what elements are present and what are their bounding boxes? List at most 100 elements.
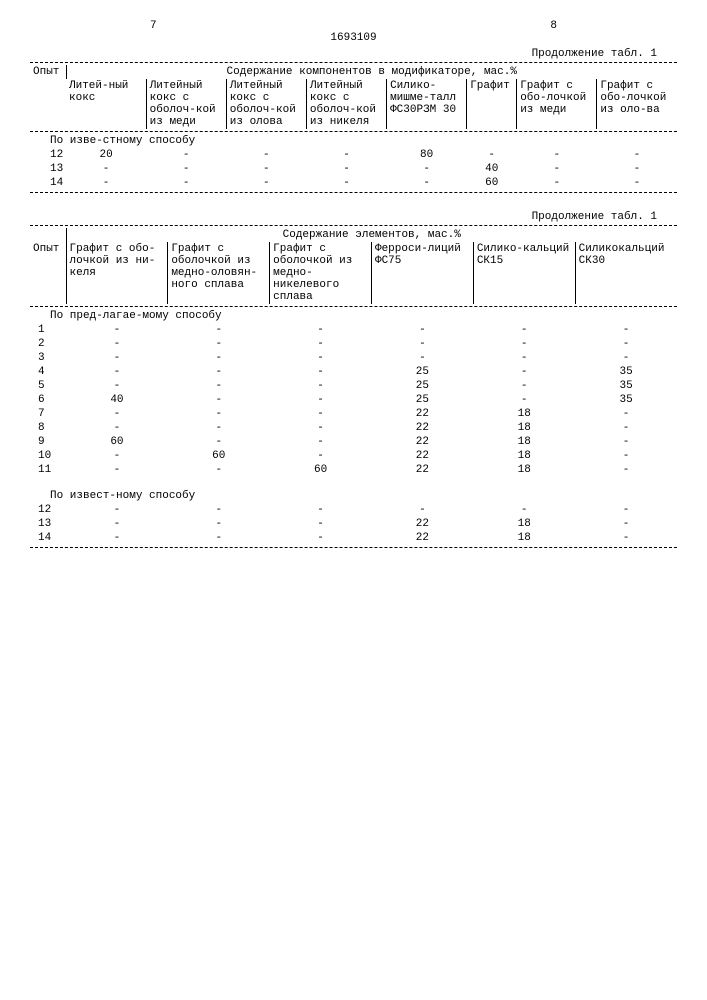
cell: - xyxy=(597,176,677,190)
table-row: 960--2218- xyxy=(30,435,677,449)
cell: - xyxy=(226,148,306,162)
cell: - xyxy=(473,365,575,379)
cell: - xyxy=(517,176,597,190)
cell: 13 xyxy=(30,517,66,531)
divider xyxy=(30,225,677,226)
cell: - xyxy=(270,435,372,449)
cell: - xyxy=(66,449,168,463)
cell: - xyxy=(517,148,597,162)
col-header: Силико-кальций СК15 xyxy=(473,242,575,304)
col-header: Литей-ный кокс xyxy=(66,79,146,129)
table-row: 640--25-35 xyxy=(30,393,677,407)
cell: - xyxy=(371,337,473,351)
cell: 18 xyxy=(473,421,575,435)
cell: 18 xyxy=(473,449,575,463)
cell: - xyxy=(66,162,146,176)
cell: - xyxy=(168,531,270,545)
cell: - xyxy=(66,323,168,337)
cell: - xyxy=(66,407,168,421)
cell: 35 xyxy=(575,393,677,407)
cell: 25 xyxy=(371,379,473,393)
cell: - xyxy=(168,407,270,421)
cell: - xyxy=(270,393,372,407)
cell: - xyxy=(270,531,372,545)
cell: - xyxy=(306,148,386,162)
cell: - xyxy=(473,379,575,393)
cell: - xyxy=(66,463,168,477)
table-row: 7---2218- xyxy=(30,407,677,421)
table-row: 4---25-35 xyxy=(30,365,677,379)
page-right: 8 xyxy=(550,20,557,32)
cell: 6 xyxy=(30,393,66,407)
table2-caption: Продолжение табл. 1 xyxy=(30,211,657,223)
cell: - xyxy=(146,162,226,176)
cell: - xyxy=(270,517,372,531)
cell: 8 xyxy=(30,421,66,435)
page-left: 7 xyxy=(150,20,157,32)
cell: 2 xyxy=(30,337,66,351)
page-numbers: 7 8 xyxy=(30,20,677,32)
cell: 22 xyxy=(371,421,473,435)
cell: - xyxy=(270,323,372,337)
divider xyxy=(30,547,677,548)
cell: - xyxy=(66,517,168,531)
cell: - xyxy=(467,148,517,162)
cell: - xyxy=(168,365,270,379)
cell: 12 xyxy=(30,503,66,517)
table-row: 8---2218- xyxy=(30,421,677,435)
cell: 14 xyxy=(30,531,66,545)
cell: - xyxy=(168,393,270,407)
cell: 22 xyxy=(371,517,473,531)
blank-cell xyxy=(30,228,66,242)
cell: 14 xyxy=(30,176,66,190)
cell: - xyxy=(66,421,168,435)
col-header: Графит с обо-лочкой из ни-келя xyxy=(66,242,168,304)
cell: 22 xyxy=(371,407,473,421)
col-experiment: Опыт xyxy=(30,65,66,129)
cell: - xyxy=(517,162,597,176)
cell: - xyxy=(575,503,677,517)
divider xyxy=(30,62,677,63)
cell: - xyxy=(66,351,168,365)
cell: - xyxy=(575,351,677,365)
cell: 18 xyxy=(473,407,575,421)
cell: - xyxy=(473,503,575,517)
cell: 60 xyxy=(270,463,372,477)
cell: 1 xyxy=(30,323,66,337)
table1-body: По изве-стному способу 1220---80---13---… xyxy=(30,134,677,190)
cell: - xyxy=(575,421,677,435)
table1-span-header: Содержание компонентов в модификаторе, м… xyxy=(66,65,677,79)
table-row: 11--602218- xyxy=(30,463,677,477)
cell: - xyxy=(371,323,473,337)
cell: - xyxy=(473,323,575,337)
divider xyxy=(30,131,677,132)
cell: - xyxy=(575,531,677,545)
cell: 25 xyxy=(371,365,473,379)
cell: - xyxy=(473,351,575,365)
cell: - xyxy=(270,421,372,435)
cell: - xyxy=(226,162,306,176)
document-number: 1693109 xyxy=(30,32,677,44)
cell: - xyxy=(270,365,372,379)
section-label: По изве-стному способу xyxy=(30,134,677,148)
cell: 12 xyxy=(30,148,66,162)
cell: 18 xyxy=(473,517,575,531)
cell: - xyxy=(575,323,677,337)
table-row: 1------ xyxy=(30,323,677,337)
cell: - xyxy=(575,463,677,477)
table2: Содержание элементов, мас.% Опыт Графит … xyxy=(30,228,677,304)
cell: - xyxy=(597,162,677,176)
cell: 4 xyxy=(30,365,66,379)
cell: - xyxy=(168,503,270,517)
table-row: 14---2218- xyxy=(30,531,677,545)
cell: - xyxy=(168,421,270,435)
table1: Опыт Содержание компонентов в модификато… xyxy=(30,65,677,129)
cell: - xyxy=(66,337,168,351)
table-row: 14-----60-- xyxy=(30,176,677,190)
cell: - xyxy=(168,379,270,393)
cell: 60 xyxy=(168,449,270,463)
cell: - xyxy=(168,463,270,477)
col-header: Литейный кокс с оболоч-кой из меди xyxy=(146,79,226,129)
cell: - xyxy=(168,323,270,337)
cell: - xyxy=(597,148,677,162)
